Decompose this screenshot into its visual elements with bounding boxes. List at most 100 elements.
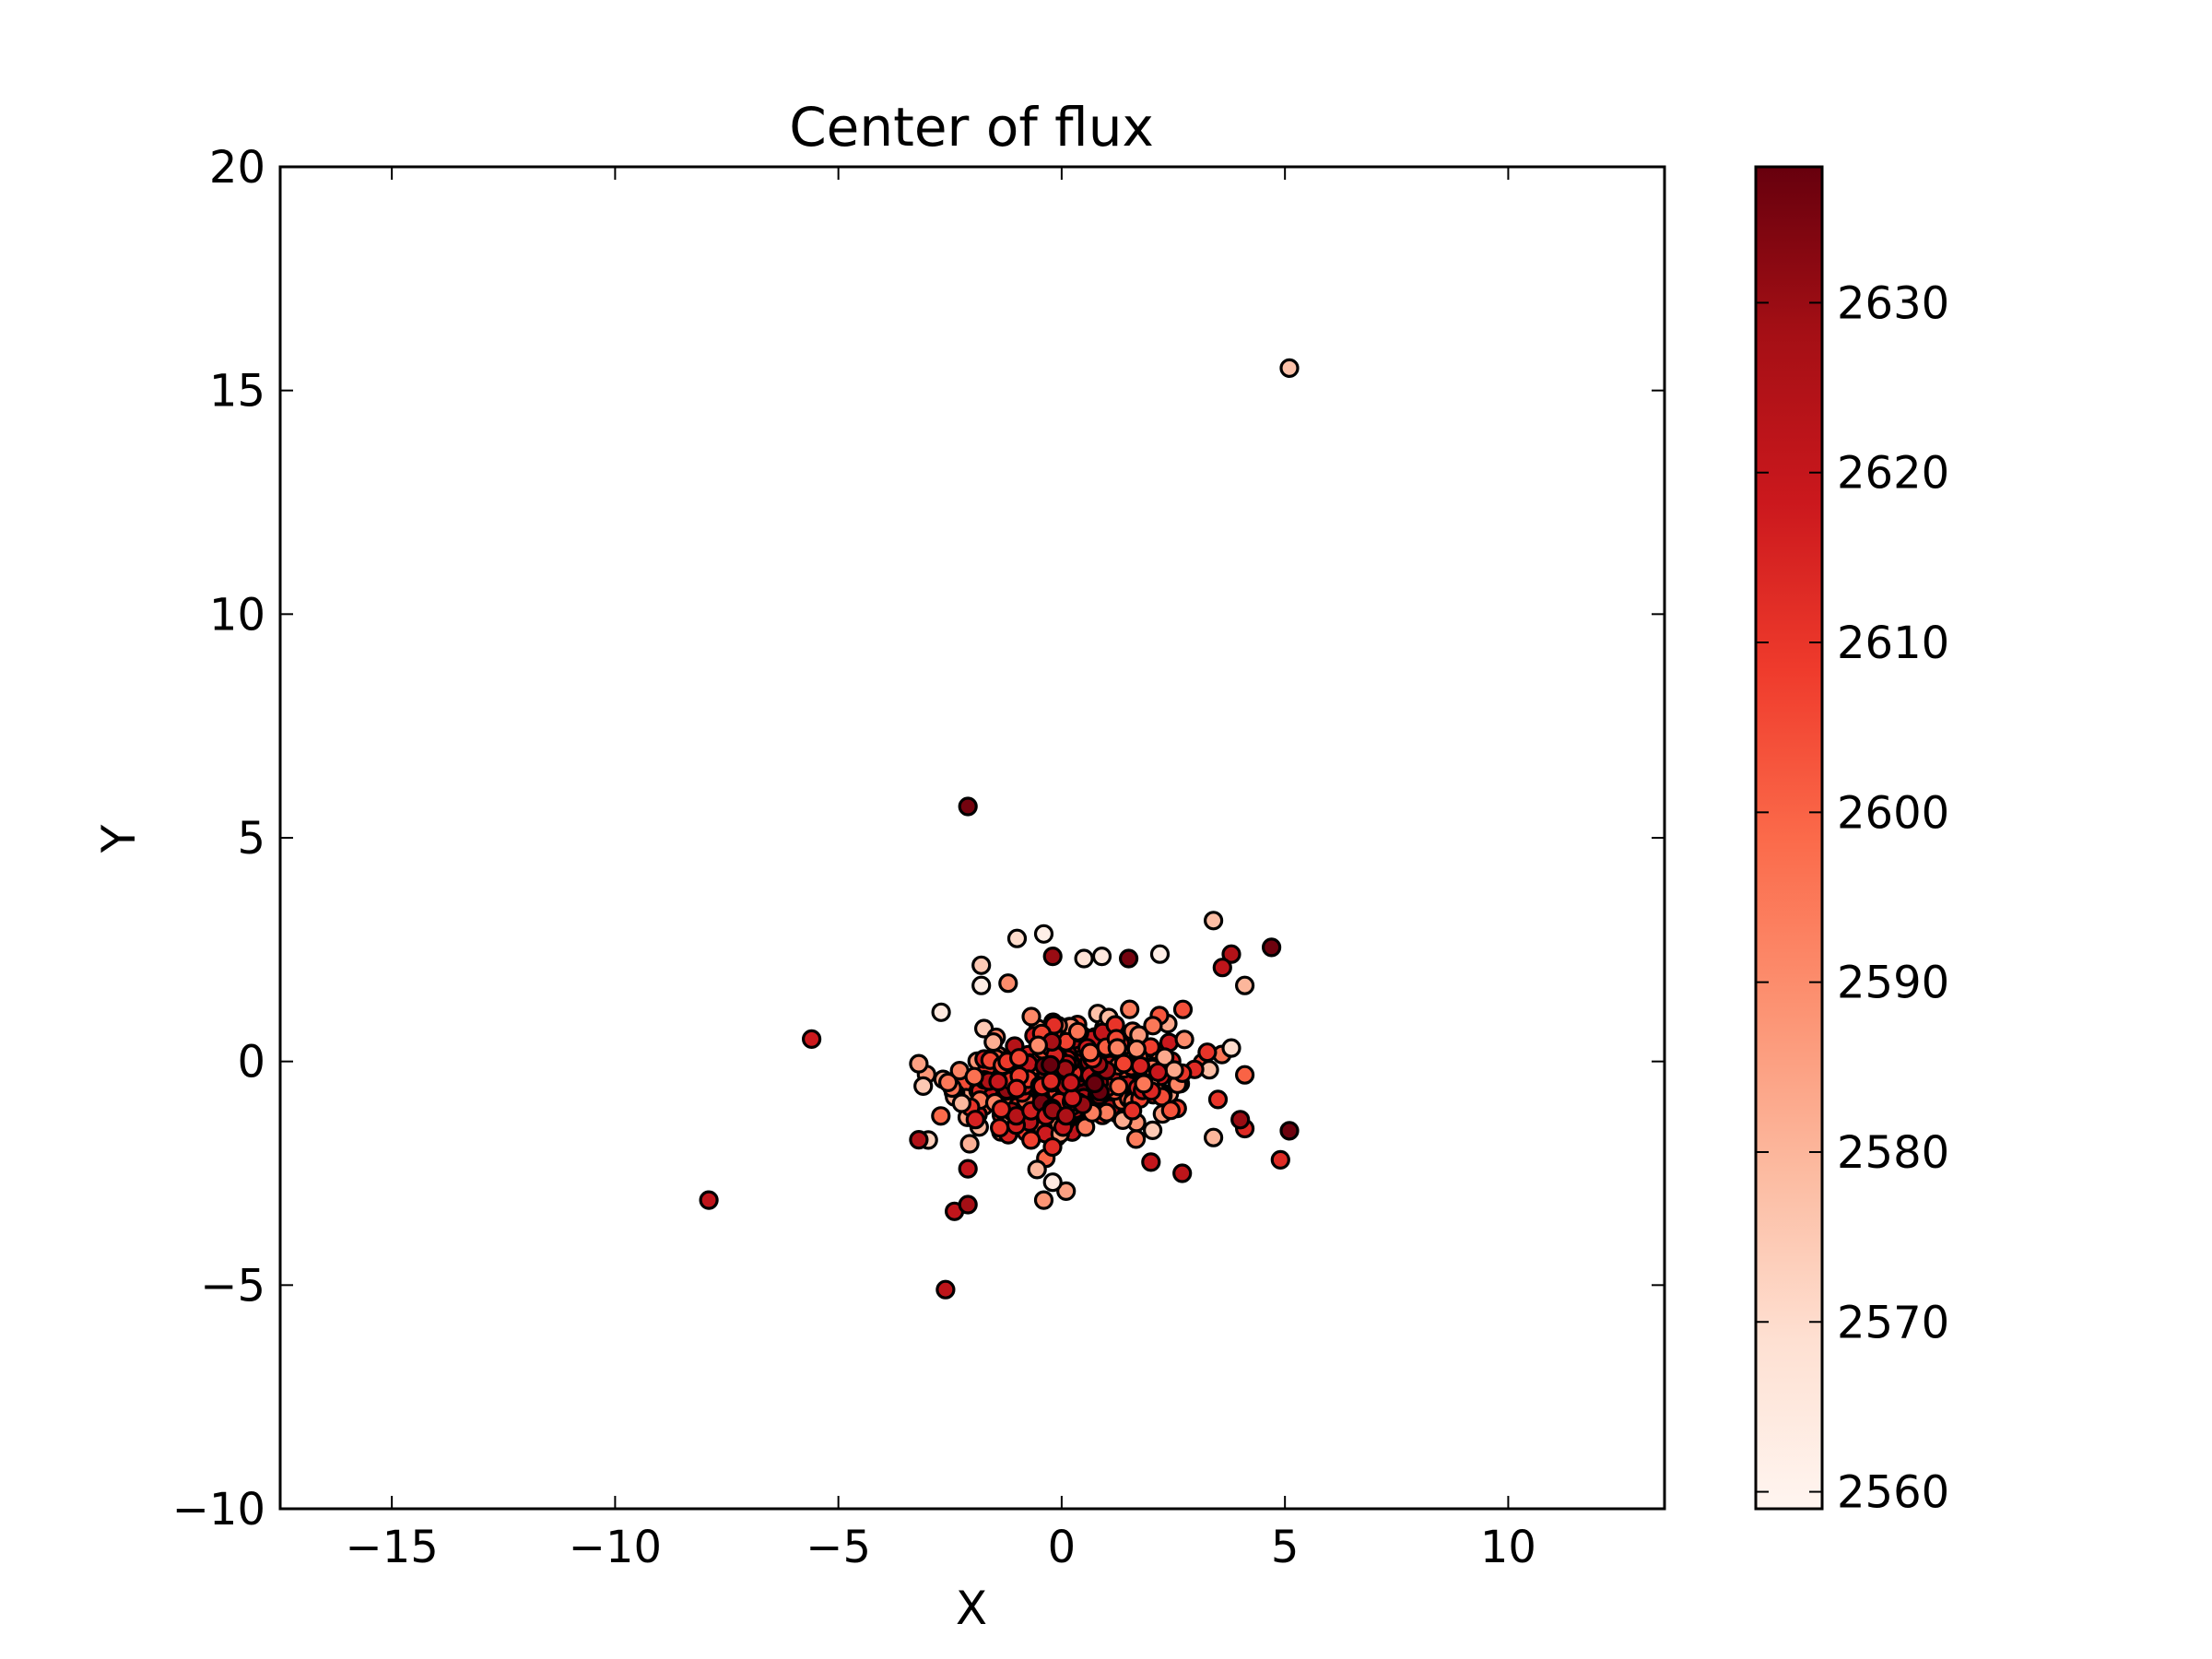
scatter-point [1203,1127,1224,1147]
scatter-point [1142,1120,1163,1141]
scatter-point [1270,1149,1290,1171]
scatter-point [1149,944,1171,964]
scatter-point [1230,1110,1251,1130]
scatter-point [1061,1073,1081,1093]
x-tick-label: 0 [1048,1522,1077,1573]
scatter-point [1041,1071,1062,1091]
scatter-point [1021,1006,1041,1027]
x-tick-label: −10 [569,1522,662,1573]
y-tick-label: 0 [237,1037,265,1088]
scatter-point [958,1194,978,1215]
colorbar-tick-label: 2580 [1837,1127,1949,1179]
plot-frame [278,165,1666,1511]
scatter-point [1006,1078,1027,1099]
scatter-point [998,973,1018,994]
scatter-point [1164,1060,1184,1080]
scatter-point [931,1002,951,1022]
scatter-point [1126,1039,1147,1059]
scatter-point [983,1031,1004,1053]
y-tick-label: −10 [172,1484,265,1535]
scatter-point [1207,1089,1229,1110]
scatter-point [991,1099,1012,1120]
scatter-point [1279,1121,1300,1141]
y-tick-label: 20 [209,142,265,194]
scatter-point [1174,1030,1194,1050]
y-axis-ticks: −10 −5 0 5 10 15 20 [172,142,1665,1535]
colorbar-tick-label: 2620 [1837,448,1949,500]
scatter-point [1062,1088,1083,1109]
colorbar-tick-label: 2630 [1837,277,1949,329]
scatter-point [1091,946,1112,967]
scatter-point [1056,1181,1077,1202]
x-tick-label: 10 [1480,1522,1536,1573]
scatter-point [1279,358,1300,378]
scatter-point [1234,975,1255,995]
colorbar-tick-label: 2610 [1837,618,1949,669]
x-tick-label: −15 [345,1522,438,1573]
scatter-point [988,1071,1008,1092]
scatter-point [1147,1062,1169,1082]
colorbar [1754,165,1824,1511]
scatter-point [989,1117,1010,1138]
scatter-point [1080,1042,1100,1063]
scatter-point [1160,1100,1181,1121]
scatter-point [1221,1038,1241,1058]
scatter-point [1006,928,1028,948]
scatter-point [1172,1163,1193,1183]
scatter-point [1042,1172,1063,1193]
scatter-point [1027,1159,1047,1180]
y-tick-label: −5 [200,1260,265,1312]
scatter-point [971,975,992,995]
scatter-points [699,358,1300,1300]
scatter-point [1028,1035,1049,1055]
scatter-point [959,1134,980,1154]
scatter-point [1125,1129,1147,1149]
scatter-point [1172,999,1194,1019]
x-tick-label: −5 [806,1522,871,1573]
scatter-point [699,1190,719,1210]
scatter-point [1123,1100,1143,1121]
colorbar-tick-label: 2590 [1837,958,1949,1009]
scatter-point [1134,1074,1154,1094]
scatter-point [801,1029,822,1050]
scatter-point [1261,937,1282,958]
x-tick-label: 5 [1271,1522,1300,1573]
scatter-point [1221,944,1241,964]
scatter-point [1143,1016,1163,1036]
scatter-point [1107,1038,1127,1058]
colorbar-tick-label: 2560 [1837,1467,1949,1519]
chart-title: Center of flux [789,96,1154,159]
scatter-point [1041,1054,1061,1075]
scatter-point [971,955,992,975]
y-tick-label: 10 [209,589,265,641]
y-tick-label: 5 [237,813,265,865]
scatter-point [1056,1106,1077,1126]
scatter-point [909,1053,929,1074]
scatter-point [1021,1130,1041,1150]
scatter-point [964,1066,984,1087]
colorbar-tick-label: 2600 [1837,787,1949,839]
scatter-point [1234,1065,1255,1085]
scatter-point [1067,1021,1088,1041]
scatter-point [1033,1190,1054,1210]
scatter-point [958,796,978,817]
scatter-point [1033,924,1054,944]
x-axis-label: X [956,1582,987,1635]
scatter-point [1109,1077,1129,1097]
x-axis-ticks: −15 −10 −5 0 5 10 [345,167,1536,1573]
colorbar-tick-label: 2570 [1837,1297,1949,1348]
scatter-point [958,1159,978,1179]
scatter-point [1130,1055,1151,1077]
scatter-point [909,1129,929,1150]
scatter-point [1042,1136,1063,1158]
scatter-point [951,1093,972,1113]
scatter-point [1113,1053,1134,1074]
scatter-point [1120,999,1140,1019]
scatter-point [1141,1152,1161,1172]
scatter-point [965,1110,985,1130]
scatter-point [931,1106,951,1126]
scatter-point [1212,958,1232,978]
scatter-point [1008,1048,1030,1068]
y-axis-label: Y [92,824,146,853]
